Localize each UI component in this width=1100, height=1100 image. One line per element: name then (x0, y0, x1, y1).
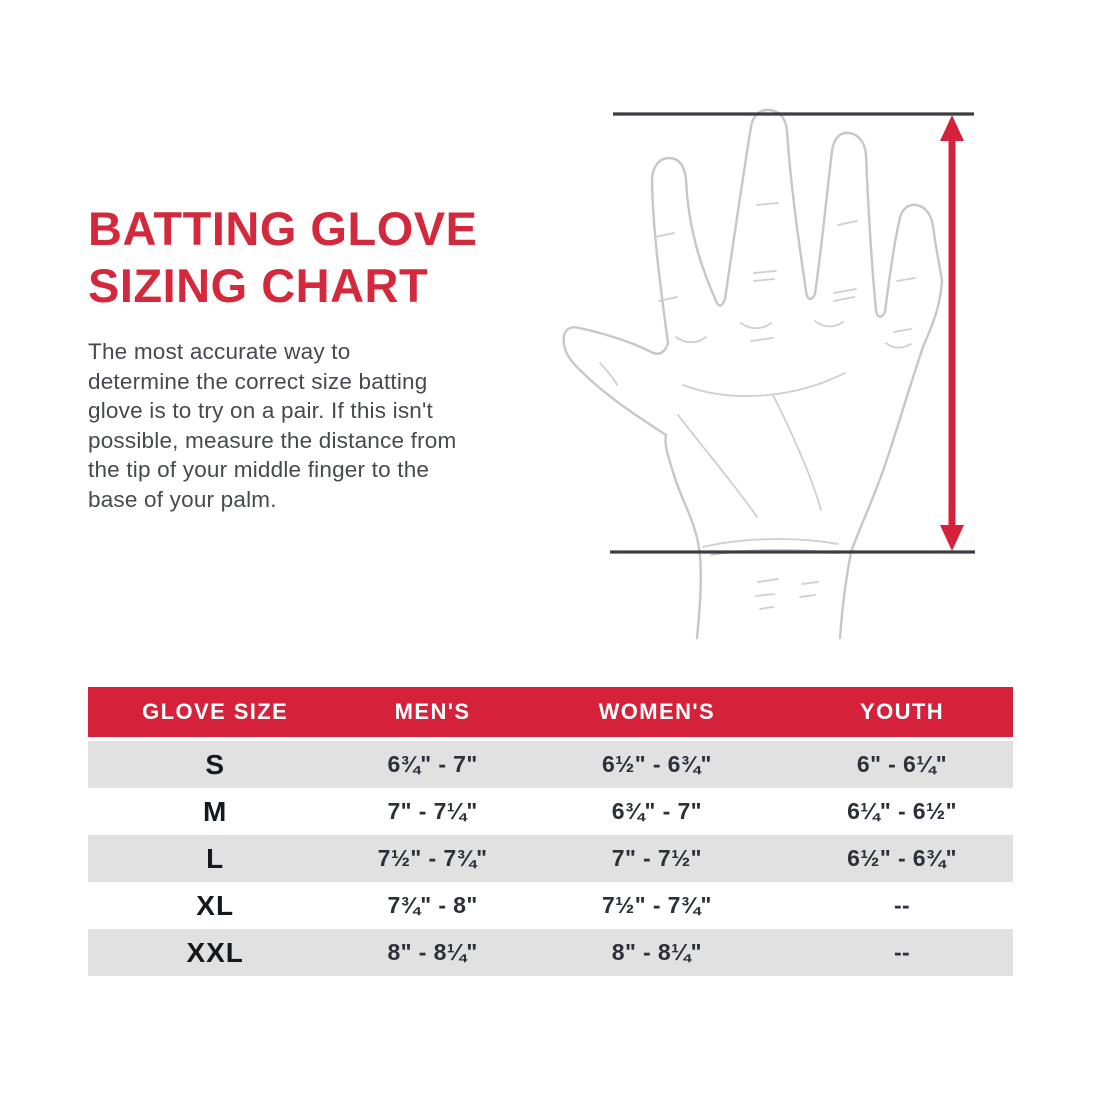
description-text: The most accurate way to determine the c… (88, 339, 457, 512)
cell-mens: 7" - 7¼" (387, 798, 478, 824)
table-row-xl: XL 7¾" - 8" 7½" - 7¾" -- (88, 882, 1013, 929)
column-header-womens: WOMEN'S (598, 699, 716, 724)
glove-sizing-table: GLOVE SIZE MEN'S WOMEN'S YOUTH S 6¾" - 7… (88, 687, 1013, 976)
table-row-xxl: XXL 8" - 8¼" 8" - 8¼" -- (88, 929, 1013, 976)
cell-womens: 7½" - 7¾" (601, 892, 712, 918)
cell-womens: 6½" - 6¾" (601, 751, 712, 777)
table-row-l: L 7½" - 7¾" 7" - 7½" 6½" - 6¾" (88, 835, 1013, 882)
hand-icon (562, 108, 944, 640)
hand-outline-path (562, 108, 944, 640)
cell-mens: 7½" - 7¾" (377, 845, 488, 871)
cell-youth: 6¼" - 6½" (847, 798, 957, 824)
table-row-s: S 6¾" - 7" 6½" - 6¾" 6" - 6¼" (88, 741, 1013, 788)
table-header-row: GLOVE SIZE MEN'S WOMEN'S YOUTH (88, 687, 1013, 737)
measurement-arrow-icon (940, 115, 964, 551)
table-row-m: M 7" - 7¼" 6¾" - 7" 6¼" - 6½" (88, 788, 1013, 835)
cell-womens: 6¾" - 7" (611, 798, 702, 824)
cell-size: L (206, 842, 225, 874)
page-title: BATTING GLOVE SIZING CHART (88, 202, 478, 312)
cell-womens: 8" - 8¼" (611, 939, 702, 965)
cell-size: S (205, 748, 226, 780)
arrow-head-down (940, 525, 964, 551)
arrow-head-up (940, 115, 964, 141)
measure-lines (610, 112, 975, 554)
hand-crease-lines (599, 202, 916, 610)
column-header-glove-size: GLOVE SIZE (142, 699, 289, 724)
column-header-mens: MEN'S (394, 699, 471, 724)
cell-size: XXL (186, 936, 244, 968)
hand-figure-svg (562, 108, 975, 640)
column-header-youth: YOUTH (860, 699, 944, 724)
table-body: S 6¾" - 7" 6½" - 6¾" 6" - 6¼" M 7" - 7¼"… (88, 741, 1013, 976)
cell-youth: -- (893, 892, 911, 918)
cell-youth: 6" - 6¼" (856, 751, 948, 777)
cell-mens: 6¾" - 7" (387, 751, 478, 777)
cell-size: XL (196, 889, 235, 921)
cell-mens: 8" - 8¼" (387, 939, 478, 965)
hand-measurement-figure (545, 85, 985, 645)
cell-size: M (203, 795, 228, 827)
cell-womens: 7" - 7½" (611, 845, 702, 871)
cell-youth: 6½" - 6¾" (847, 845, 957, 871)
cell-youth: -- (893, 939, 911, 965)
cell-mens: 7¾" - 8" (387, 892, 478, 918)
